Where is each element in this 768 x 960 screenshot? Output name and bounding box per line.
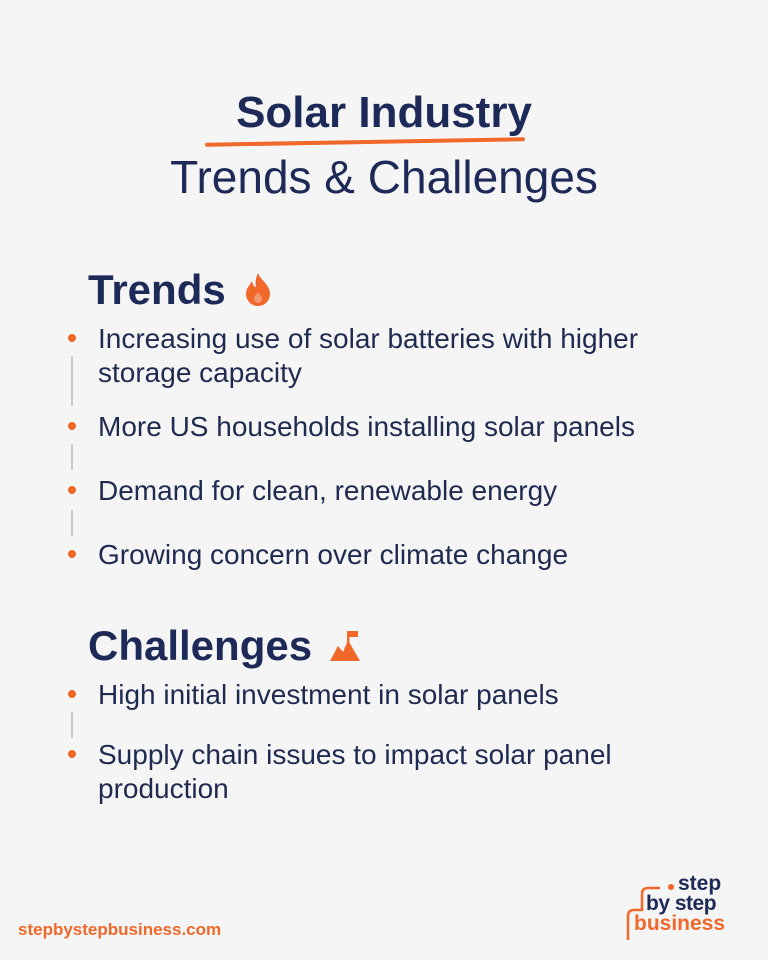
title-line2: Trends & Challenges bbox=[170, 151, 598, 203]
bullet-dot bbox=[68, 334, 76, 342]
logo-line2: by step bbox=[646, 892, 717, 915]
website-link[interactable]: stepbystepbusiness.com bbox=[18, 920, 222, 939]
bullet-dot bbox=[68, 486, 76, 494]
trends-heading: Trends bbox=[88, 266, 273, 314]
trends-heading-text: Trends bbox=[88, 266, 226, 313]
trend-item: More US households installing solar pane… bbox=[98, 411, 635, 442]
trend-item: Demand for clean, renewable energy bbox=[98, 475, 558, 506]
bullet-connector bbox=[71, 712, 73, 738]
challenge-item: High initial investment in solar panels bbox=[98, 679, 559, 710]
logo-path-icon bbox=[626, 886, 660, 940]
mountain-flag-icon bbox=[329, 631, 360, 661]
logo-line3: business bbox=[634, 912, 726, 935]
trend-item: Growing concern over climate change bbox=[98, 539, 569, 570]
logo-dot bbox=[668, 884, 674, 890]
bullet-dot bbox=[68, 550, 76, 558]
bullet-dot bbox=[68, 750, 76, 758]
brand-logo: step by step business bbox=[620, 873, 750, 942]
logo-line1: step bbox=[678, 872, 722, 895]
bullet-dot bbox=[68, 422, 76, 430]
fire-icon bbox=[246, 273, 271, 306]
challenge-item: Supply chain issues to impact solar pane… bbox=[98, 739, 612, 804]
bullet-connector bbox=[71, 356, 73, 406]
title-underline bbox=[204, 137, 526, 147]
trend-item: Increasing use of solar batteries with h… bbox=[98, 323, 639, 388]
bullet-connector bbox=[71, 510, 73, 536]
title-line1: Solar Industry bbox=[236, 88, 532, 137]
bullet-connector bbox=[71, 444, 73, 470]
challenges-heading-text: Challenges bbox=[88, 622, 313, 669]
bullet-dot bbox=[68, 690, 76, 698]
challenges-heading: Challenges bbox=[88, 622, 362, 670]
